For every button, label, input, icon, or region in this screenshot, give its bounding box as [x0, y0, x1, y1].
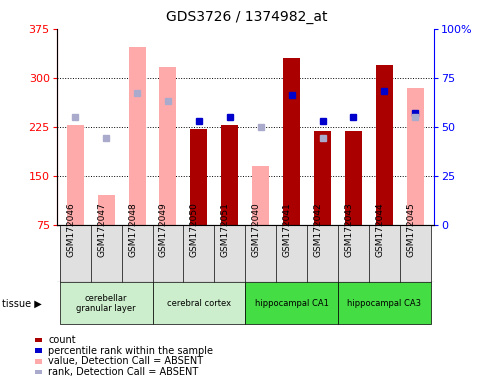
Text: GSM172046: GSM172046: [66, 202, 75, 257]
Bar: [152, 225, 183, 282]
Text: cerebellar
granular layer: cerebellar granular layer: [76, 294, 136, 313]
Text: GSM172047: GSM172047: [97, 202, 106, 257]
Text: GSM172041: GSM172041: [282, 202, 292, 257]
Bar: [60, 282, 152, 324]
Text: GDS3726 / 1374982_at: GDS3726 / 1374982_at: [166, 10, 327, 23]
Bar: [159, 67, 176, 225]
Bar: [152, 282, 246, 324]
Bar: [190, 129, 208, 225]
Bar: [307, 225, 338, 282]
Text: GSM172043: GSM172043: [345, 202, 353, 257]
Text: rank, Detection Call = ABSENT: rank, Detection Call = ABSENT: [48, 367, 198, 377]
Text: GSM172049: GSM172049: [159, 202, 168, 257]
Bar: [60, 225, 91, 282]
Text: cerebral cortex: cerebral cortex: [167, 299, 231, 308]
Bar: [214, 225, 245, 282]
Text: GSM172040: GSM172040: [252, 202, 261, 257]
Bar: [314, 131, 331, 225]
Text: hippocampal CA3: hippocampal CA3: [348, 299, 422, 308]
Bar: [338, 282, 431, 324]
Text: value, Detection Call = ABSENT: value, Detection Call = ABSENT: [48, 356, 203, 366]
Bar: [129, 47, 145, 225]
Bar: [400, 225, 431, 282]
Bar: [245, 225, 276, 282]
Text: GSM172044: GSM172044: [375, 202, 385, 257]
Text: tissue ▶: tissue ▶: [2, 298, 42, 308]
Text: GSM172050: GSM172050: [190, 202, 199, 257]
Text: count: count: [48, 335, 75, 345]
Bar: [338, 225, 369, 282]
Text: GSM172051: GSM172051: [221, 202, 230, 257]
Bar: [314, 191, 331, 225]
Bar: [283, 58, 300, 225]
Bar: [252, 166, 269, 225]
Text: GSM172048: GSM172048: [128, 202, 137, 257]
Text: hippocampal CA1: hippocampal CA1: [255, 299, 328, 308]
Bar: [183, 225, 214, 282]
Bar: [276, 225, 307, 282]
Bar: [245, 282, 338, 324]
Text: percentile rank within the sample: percentile rank within the sample: [48, 346, 213, 356]
Bar: [122, 225, 152, 282]
Bar: [67, 125, 84, 225]
Bar: [221, 125, 238, 225]
Bar: [407, 88, 424, 225]
Bar: [376, 65, 393, 225]
Bar: [98, 195, 115, 225]
Bar: [345, 131, 362, 225]
Bar: [369, 225, 400, 282]
Text: GSM172042: GSM172042: [314, 202, 322, 257]
Bar: [91, 225, 122, 282]
Text: GSM172045: GSM172045: [406, 202, 415, 257]
